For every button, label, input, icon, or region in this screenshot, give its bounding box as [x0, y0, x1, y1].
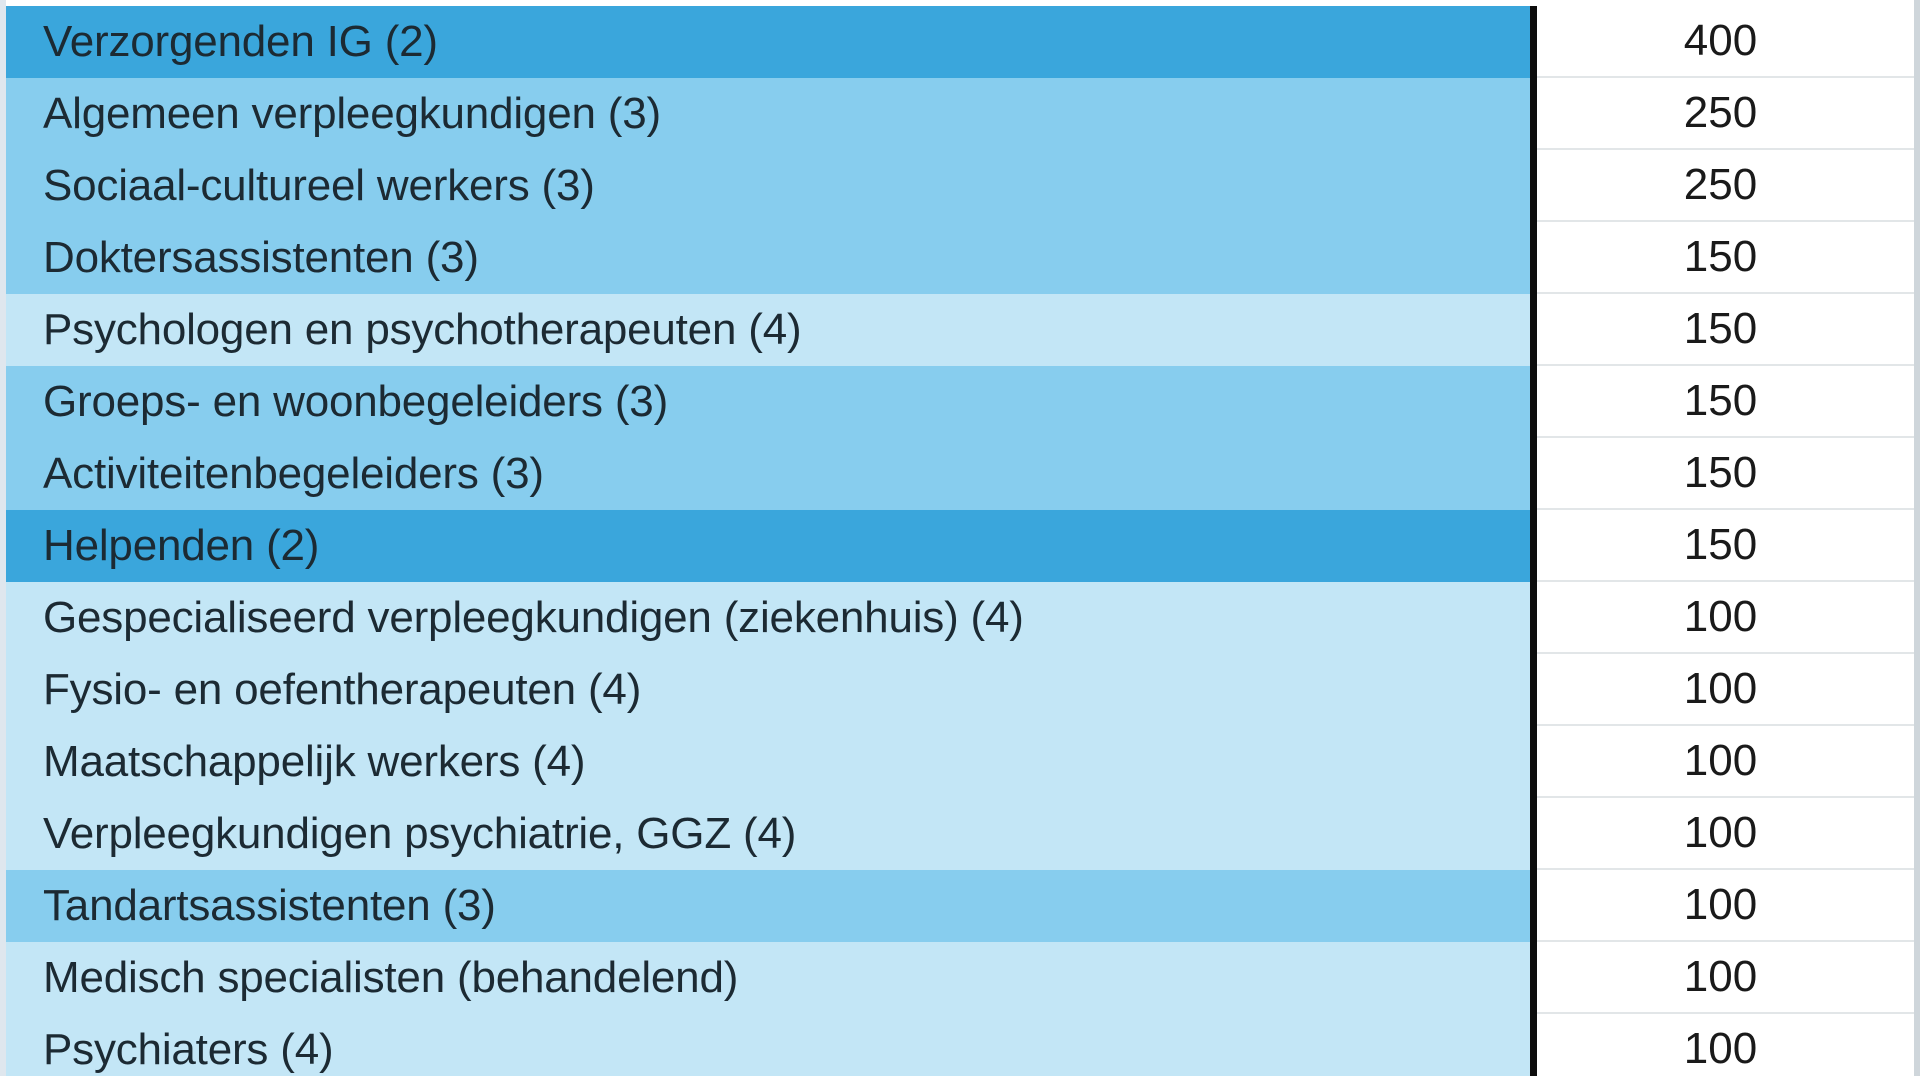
- value-text: 100: [1683, 880, 1758, 929]
- occupation-cell[interactable]: Maatschappelijk werkers (4): [6, 726, 1530, 798]
- value-text: 150: [1683, 520, 1758, 569]
- column-border: [1530, 510, 1537, 582]
- value-cell[interactable]: 100: [1537, 1014, 1914, 1076]
- column-border: [1530, 6, 1537, 78]
- column-border: [1530, 942, 1537, 1014]
- value-cell[interactable]: 100: [1537, 870, 1914, 942]
- table-row: Groeps- en woonbegeleiders (3) 150: [6, 366, 1914, 438]
- value-cell[interactable]: 100: [1537, 726, 1914, 798]
- value-cell[interactable]: 100: [1537, 942, 1914, 1014]
- occupation-cell[interactable]: Verzorgenden IG (2): [6, 6, 1530, 78]
- column-border: [1530, 1014, 1537, 1076]
- column-border: [1530, 366, 1537, 438]
- value-cell[interactable]: 400: [1537, 6, 1914, 78]
- value-cell[interactable]: 150: [1537, 510, 1914, 582]
- occupation-cell[interactable]: Psychologen en psychotherapeuten (4): [6, 294, 1530, 366]
- value-cell[interactable]: 150: [1537, 222, 1914, 294]
- value-text: 100: [1683, 592, 1758, 641]
- column-border: [1530, 726, 1537, 798]
- table-row: Activiteitenbegeleiders (3) 150: [6, 438, 1914, 510]
- left-edge: [0, 0, 6, 1076]
- table-row: Algemeen verpleegkundigen (3) 250: [6, 78, 1914, 150]
- value-text: 100: [1683, 664, 1758, 713]
- occupation-cell[interactable]: Tandartsassistenten (3): [6, 870, 1530, 942]
- table-row: Verzorgenden IG (2) 400: [6, 6, 1914, 78]
- occupation-cell[interactable]: Medisch specialisten (behandelend): [6, 942, 1530, 1014]
- column-border: [1530, 222, 1537, 294]
- table-row: Psychiaters (4) 100: [6, 1014, 1914, 1076]
- value-text: 250: [1683, 88, 1758, 137]
- right-edge: [1914, 0, 1920, 1076]
- value-cell[interactable]: 150: [1537, 366, 1914, 438]
- occupation-cell[interactable]: Helpenden (2): [6, 510, 1530, 582]
- table-row: Gespecialiseerd verpleegkundigen (zieken…: [6, 582, 1914, 654]
- value-text: 250: [1683, 160, 1758, 209]
- column-border: [1530, 870, 1537, 942]
- table-row: Fysio- en oefentherapeuten (4) 100: [6, 654, 1914, 726]
- column-border: [1530, 798, 1537, 870]
- value-text: 150: [1683, 448, 1758, 497]
- column-border: [1530, 582, 1537, 654]
- value-cell[interactable]: 100: [1537, 798, 1914, 870]
- occupation-cell[interactable]: Sociaal-cultureel werkers (3): [6, 150, 1530, 222]
- table-row: Psychologen en psychotherapeuten (4) 150: [6, 294, 1914, 366]
- value-text: 100: [1683, 808, 1758, 857]
- occupation-cell[interactable]: Algemeen verpleegkundigen (3): [6, 78, 1530, 150]
- table-row: Tandartsassistenten (3) 100: [6, 870, 1914, 942]
- value-text: 100: [1683, 952, 1758, 1001]
- occupation-cell[interactable]: Verpleegkundigen psychiatrie, GGZ (4): [6, 798, 1530, 870]
- value-text: 150: [1683, 304, 1758, 353]
- table-row: Doktersassistenten (3) 150: [6, 222, 1914, 294]
- column-border: [1530, 654, 1537, 726]
- value-text: 100: [1683, 736, 1758, 785]
- table-row: Medisch specialisten (behandelend) 100: [6, 942, 1914, 1014]
- column-border: [1530, 150, 1537, 222]
- column-border: [1530, 78, 1537, 150]
- table-row: Sociaal-cultureel werkers (3) 250: [6, 150, 1914, 222]
- value-text: 100: [1683, 1024, 1758, 1073]
- table-row: Verpleegkundigen psychiatrie, GGZ (4) 100: [6, 798, 1914, 870]
- occupation-cell[interactable]: Doktersassistenten (3): [6, 222, 1530, 294]
- column-border: [1530, 438, 1537, 510]
- occupation-cell[interactable]: Gespecialiseerd verpleegkundigen (zieken…: [6, 582, 1530, 654]
- value-cell[interactable]: 250: [1537, 150, 1914, 222]
- value-cell[interactable]: 100: [1537, 654, 1914, 726]
- value-text: 400: [1683, 16, 1758, 65]
- column-border: [1530, 294, 1537, 366]
- data-table: Verzorgenden IG (2) 400 Algemeen verpleegk…: [6, 0, 1914, 1076]
- value-cell[interactable]: 150: [1537, 294, 1914, 366]
- table-row: Maatschappelijk werkers (4) 100: [6, 726, 1914, 798]
- table-row: Helpenden (2) 150: [6, 510, 1914, 582]
- occupation-cell[interactable]: Groeps- en woonbegeleiders (3): [6, 366, 1530, 438]
- occupation-cell[interactable]: Psychiaters (4): [6, 1014, 1530, 1076]
- value-cell[interactable]: 150: [1537, 438, 1914, 510]
- value-text: 150: [1683, 232, 1758, 281]
- occupation-cell[interactable]: Fysio- en oefentherapeuten (4): [6, 654, 1530, 726]
- occupation-cell[interactable]: Activiteitenbegeleiders (3): [6, 438, 1530, 510]
- value-text: 150: [1683, 376, 1758, 425]
- value-cell[interactable]: 100: [1537, 582, 1914, 654]
- value-cell[interactable]: 250: [1537, 78, 1914, 150]
